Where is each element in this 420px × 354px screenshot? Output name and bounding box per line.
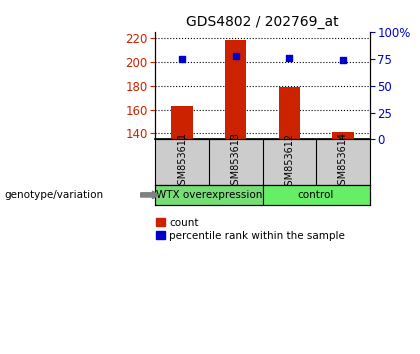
Title: GDS4802 / 202769_at: GDS4802 / 202769_at [186,16,339,29]
Bar [225,40,247,139]
Legend: count, percentile rank within the sample: count, percentile rank within the sample [156,218,345,241]
Bar [155,184,262,205]
Text: GSM853613: GSM853613 [231,132,241,192]
Text: WTX overexpression: WTX overexpression [156,190,262,200]
Text: GSM853611: GSM853611 [177,132,187,192]
Bar [171,106,193,139]
Point [179,56,186,62]
Bar [278,87,300,139]
Bar [332,132,354,139]
Text: genotype/variation: genotype/variation [4,190,103,200]
Point [232,53,239,58]
Text: control: control [298,190,334,200]
Point [339,57,346,63]
Text: GSM853612: GSM853612 [284,132,294,192]
Text: GSM853614: GSM853614 [338,132,348,192]
Point [286,55,293,61]
Bar [262,184,370,205]
